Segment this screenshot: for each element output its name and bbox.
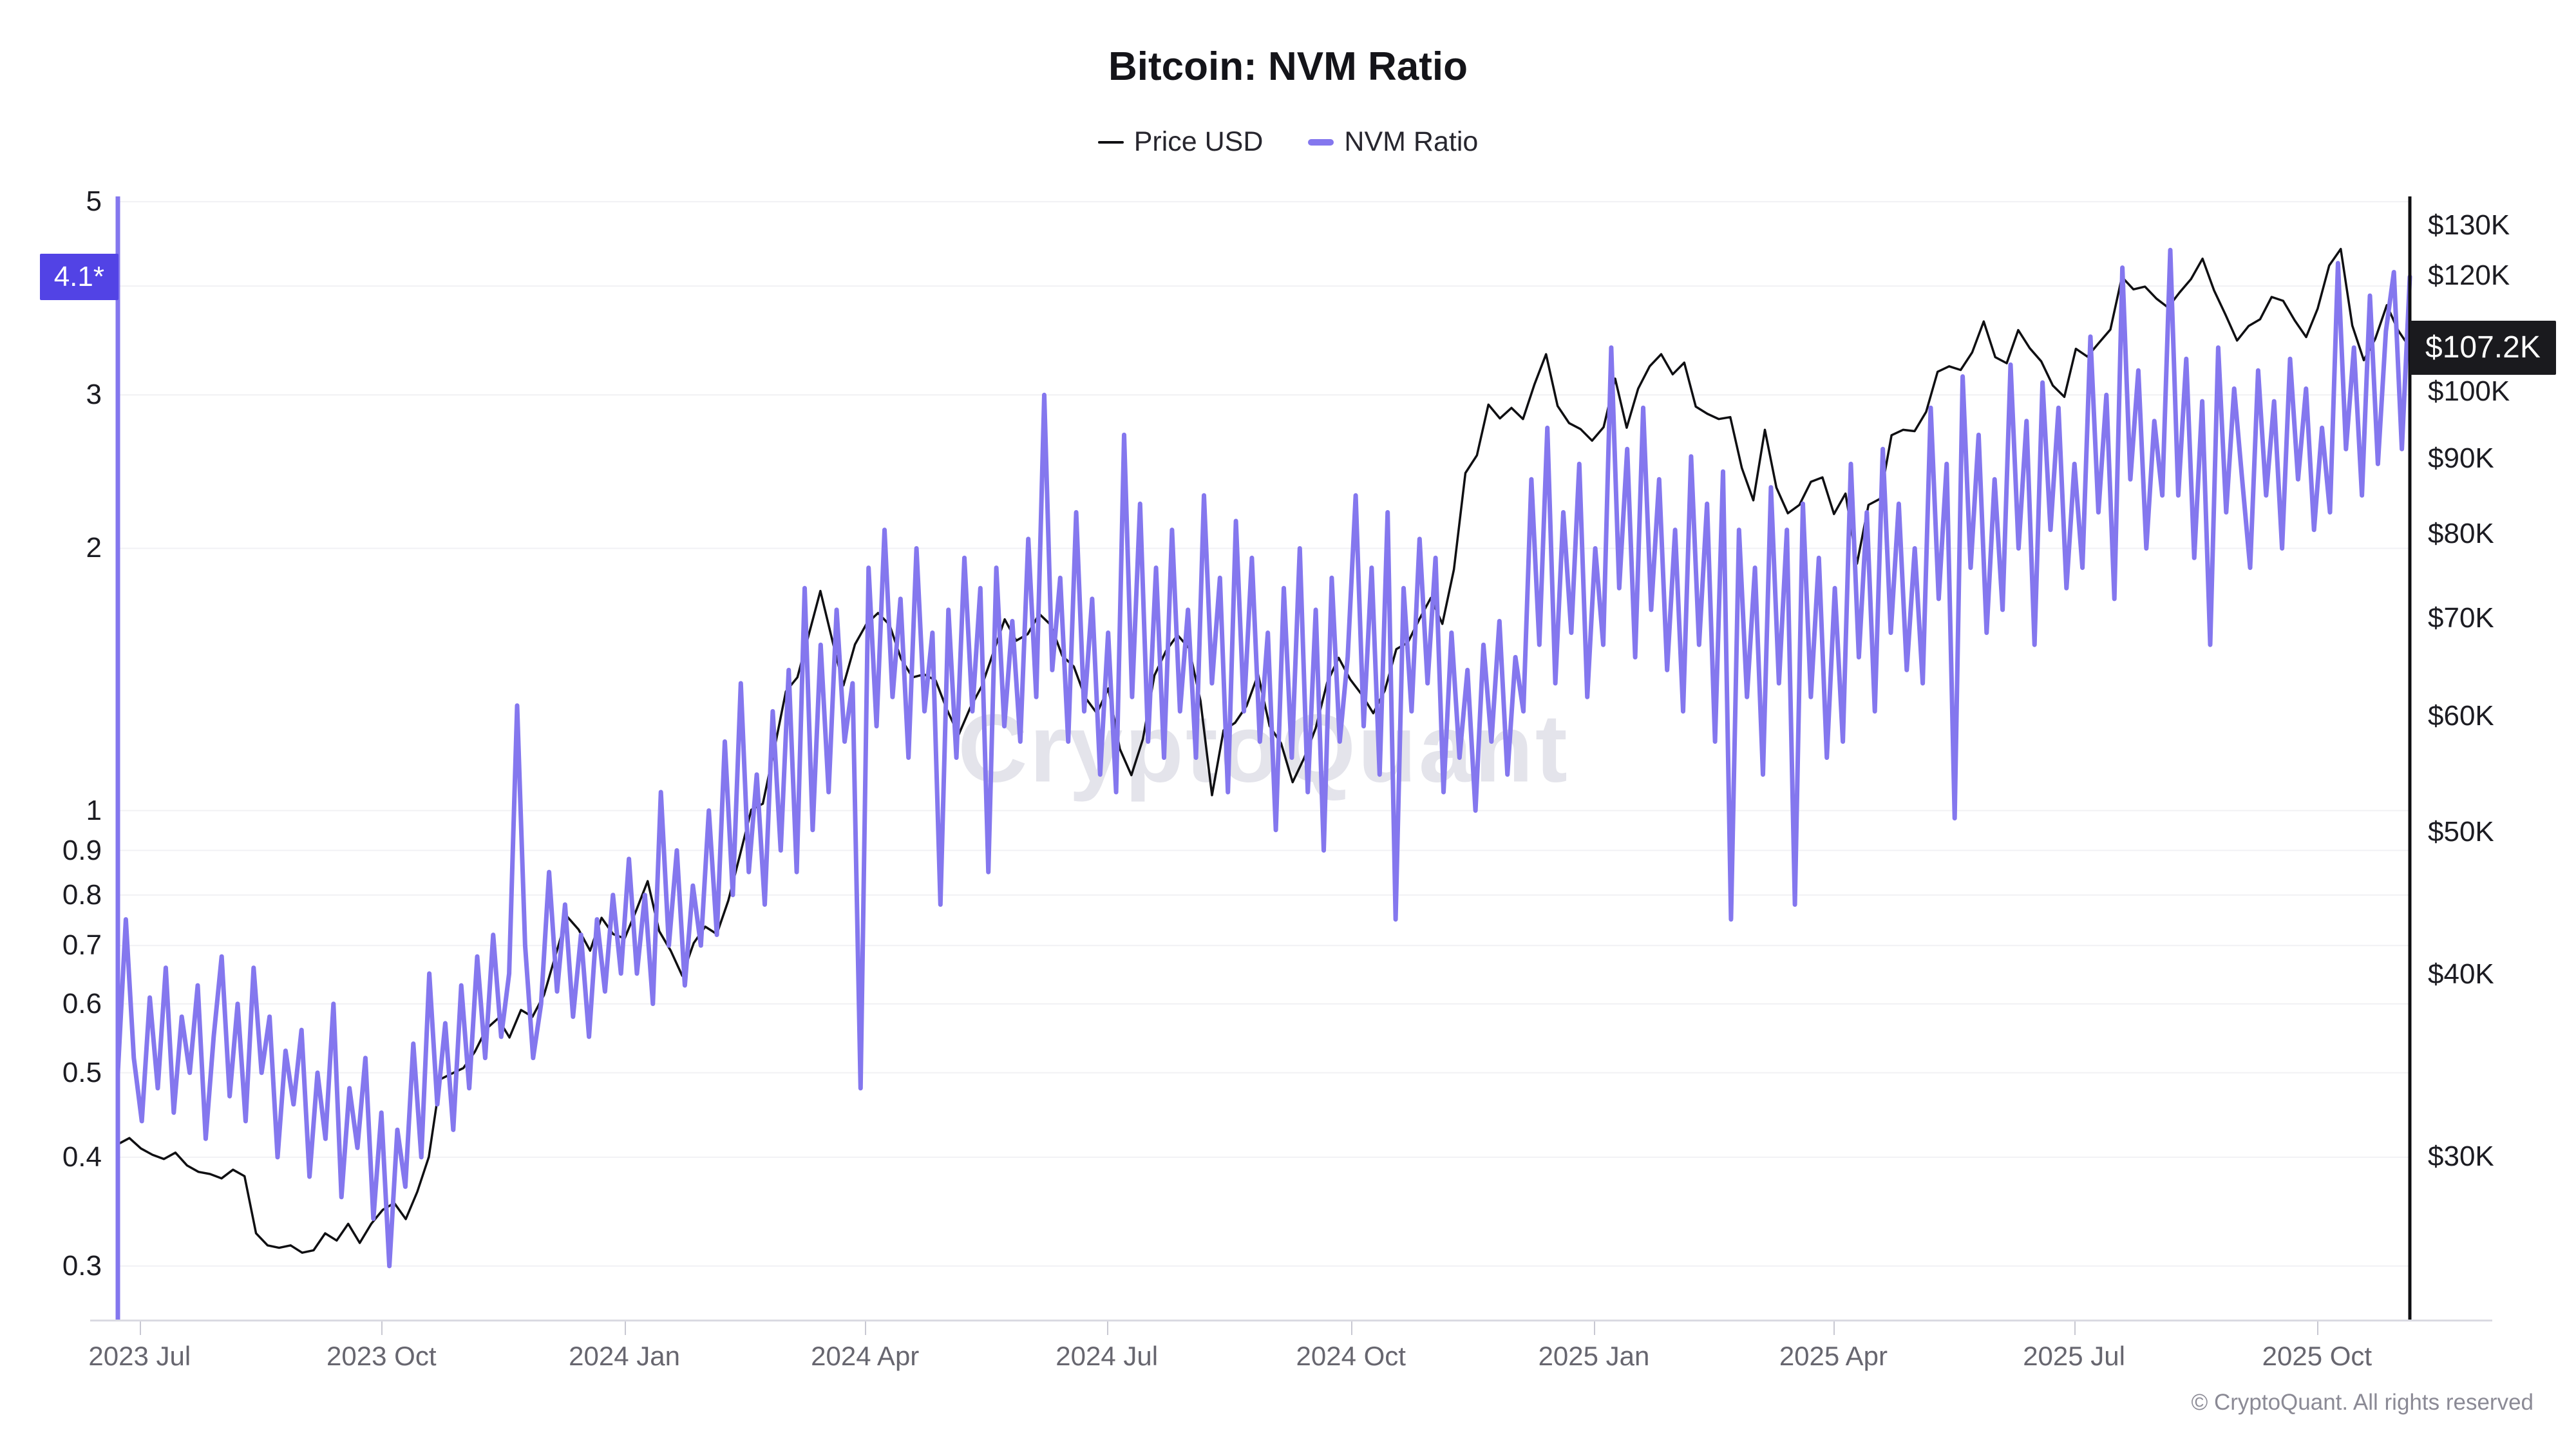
chart-title: Bitcoin: NVM Ratio [1108,44,1468,89]
right-axis-tick-label: $70K [2428,602,2494,634]
x-axis-tick-label: 2025 Jan [1538,1341,1650,1371]
x-axis-line [90,1320,2492,1321]
right-axis-tick-label: $80K [2428,517,2494,549]
x-axis-tick-label: 2025 Apr [1779,1341,1888,1371]
x-axis-tick-mark [1106,1321,1108,1335]
x-axis-tick-mark [2316,1321,2318,1335]
right-axis-tick-label: $40K [2428,958,2494,990]
left-axis-tick-label: 0.7 [62,929,102,961]
x-axis-tick-label: 2025 Oct [2262,1341,2372,1371]
x-axis-tick-label: 2024 Oct [1296,1341,1406,1371]
right-axis-tick-label: $90K [2428,442,2494,475]
left-axis-tick-label: 3 [86,379,102,411]
x-axis-tick-label: 2023 Jul [88,1341,191,1371]
right-axis-tick-label: $30K [2428,1141,2494,1173]
x-axis-tick-mark [1833,1321,1835,1335]
x-axis-tick-mark [624,1321,626,1335]
x-axis-tick-label: 2025 Jul [2023,1341,2125,1371]
legend-label-nvm-ratio: NVM Ratio [1344,126,1479,157]
left-axis-tick-label: 5 [86,185,102,218]
left-axis-tick-label: 0.5 [62,1056,102,1088]
right-axis-tick-label: $130K [2428,209,2510,241]
x-axis-tick-mark [865,1321,867,1335]
legend: Price USD NVM Ratio [0,126,2576,158]
left-axis-tick-label: 0.3 [62,1249,102,1282]
x-axis-tick-label: 2024 Apr [811,1341,920,1371]
x-axis-tick-mark [1350,1321,1352,1335]
x-axis-tick-label: 2024 Jul [1056,1341,1159,1371]
x-axis-tick-label: 2023 Oct [327,1341,437,1371]
right-axis-tick-label: $100K [2428,375,2510,408]
nvm-current-value-badge: 4.1* [39,253,118,300]
legend-item-price-usd[interactable]: Price USD [1097,126,1264,158]
price-current-value-badge: $107.2K [2410,320,2556,375]
right-axis-tick-label: $120K [2428,260,2510,292]
left-axis-tick-label: 2 [86,532,102,564]
x-axis-tick-mark [139,1321,141,1335]
x-axis-tick-mark [381,1321,383,1335]
price-usd-line [117,247,2411,1254]
right-axis-tick-label: $50K [2428,816,2494,848]
left-axis-tick-label: 0.4 [62,1141,102,1173]
x-axis-tick-label: 2024 Jan [569,1341,680,1371]
left-axis-tick-label: 1 [86,794,102,826]
left-axis-tick-label: 0.6 [62,987,102,1019]
nvm-line-swatch-icon [1308,138,1334,146]
price-line-swatch-icon [1097,140,1124,144]
copyright-notice: © CryptoQuant. All rights reserved [2191,1390,2533,1415]
left-axis-tick-label: 0.8 [62,878,102,911]
legend-item-nvm-ratio[interactable]: NVM Ratio [1308,126,1478,158]
x-axis-tick-mark [1593,1321,1595,1335]
x-axis-tick-mark [2074,1321,2076,1335]
plot-area[interactable] [115,196,2412,1320]
legend-label-price-usd: Price USD [1133,126,1264,157]
nvm-ratio-line [115,247,2412,1269]
right-axis-tick-label: $60K [2428,700,2494,732]
left-axis-tick-label: 0.9 [62,834,102,866]
